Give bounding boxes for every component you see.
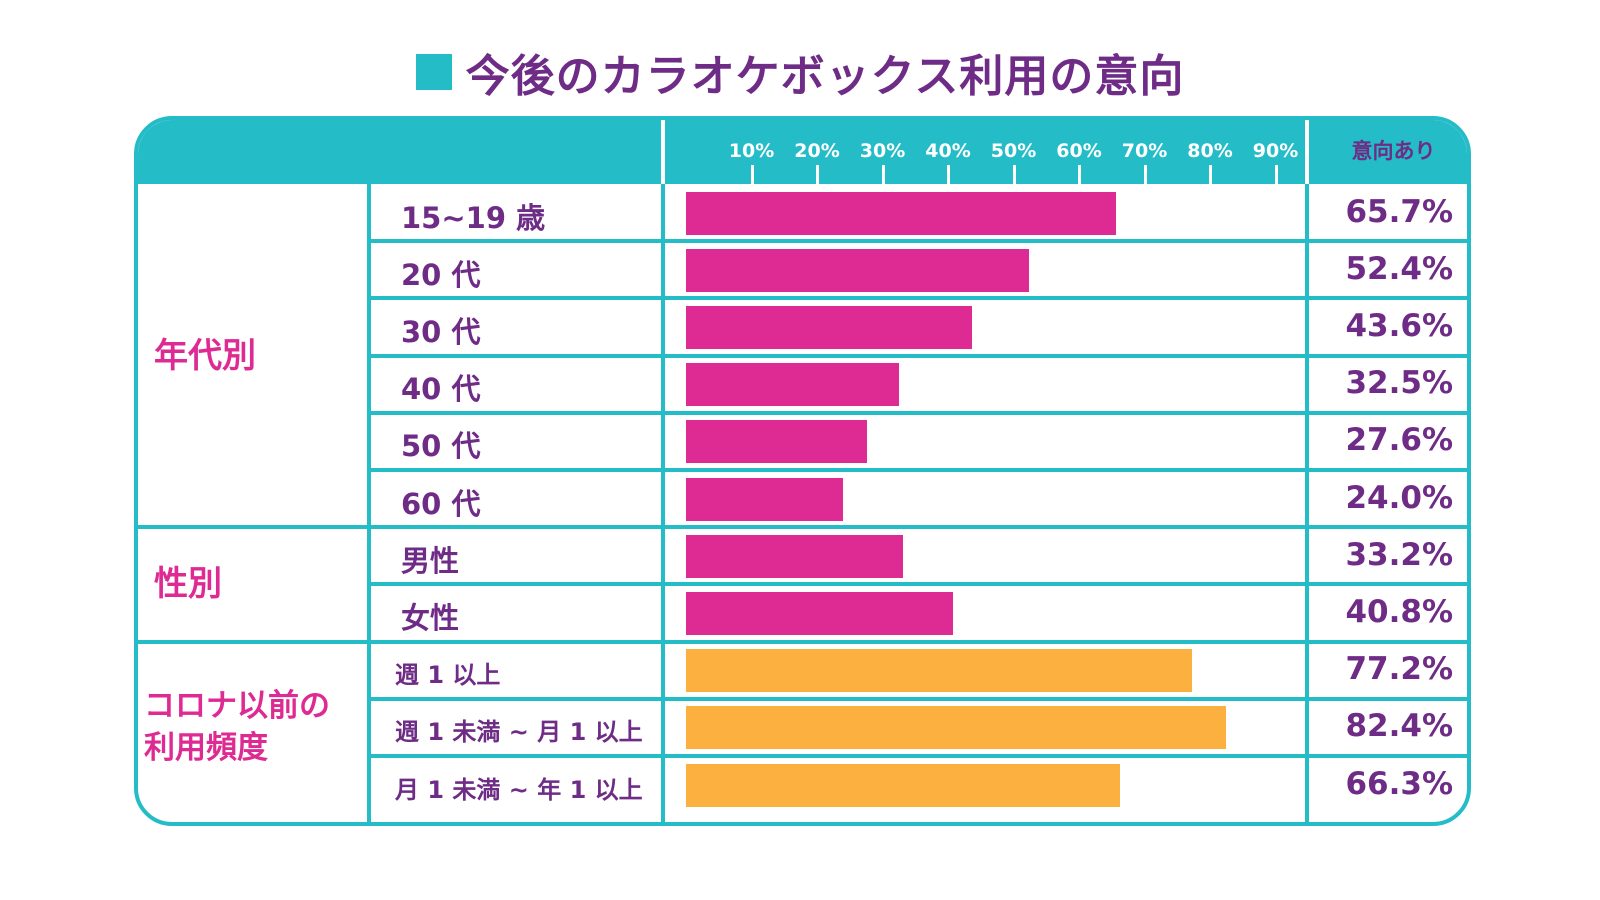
data-bar	[686, 248, 1030, 292]
x-tick-label: 80%	[1187, 140, 1233, 162]
group-label-line: コロナ以前の	[144, 688, 330, 725]
row-separator	[368, 239, 1467, 244]
x-tick-label: 30%	[859, 140, 906, 162]
data-bar	[686, 763, 1121, 807]
group-label: 性別	[154, 564, 222, 605]
row-separator	[368, 410, 1467, 415]
header-separator	[1305, 120, 1309, 184]
row-value: 32.5%	[1345, 365, 1453, 402]
header-separator	[661, 120, 665, 184]
group-separator	[138, 525, 1467, 530]
table-column-divider	[1305, 184, 1309, 822]
table-column-divider	[367, 184, 371, 822]
data-bar	[686, 420, 867, 464]
x-tick-label: 50%	[990, 140, 1037, 162]
row-label: 15~19 歳	[401, 200, 546, 235]
data-bar	[686, 477, 844, 521]
row-label: 20 代	[401, 257, 481, 292]
data-bar	[686, 191, 1117, 235]
row-separator	[368, 754, 1467, 758]
x-tick-label: 10%	[728, 140, 775, 162]
x-tick-mark	[1012, 165, 1016, 184]
row-label: 30 代	[401, 315, 481, 349]
group-label-line: 利用頻度	[144, 730, 268, 767]
x-tick-label: 20%	[794, 140, 840, 162]
chart-title-text: 今後のカラオケボックス利用の意向	[465, 51, 1185, 102]
row-value: 52.4%	[1345, 250, 1453, 287]
chart-title: 今後のカラオケボックス利用の意向	[0, 42, 1600, 102]
row-label: 週 1 以上	[395, 661, 501, 690]
group-label: コロナ以前の 利用頻度	[144, 685, 364, 769]
data-bar	[686, 363, 899, 407]
group-label: 年代別	[154, 335, 256, 376]
x-tick-label: 70%	[1121, 140, 1168, 162]
row-label: 40 代	[401, 372, 481, 407]
row-label: 男性	[401, 543, 460, 578]
x-tick-label: 60%	[1056, 140, 1102, 162]
row-value: 65.7%	[1345, 193, 1453, 230]
row-label: 60 代	[401, 486, 481, 521]
row-separator	[368, 296, 1467, 301]
x-tick-mark	[947, 165, 950, 184]
x-tick-label: 40%	[925, 140, 971, 162]
x-tick-label: 90%	[1252, 140, 1299, 162]
row-value: 40.8%	[1345, 594, 1453, 630]
row-value: 66.3%	[1345, 765, 1453, 802]
row-value: 77.2%	[1345, 651, 1453, 688]
x-tick-mark	[881, 165, 885, 184]
row-value: 33.2%	[1345, 536, 1453, 573]
group-separator	[138, 639, 1467, 644]
row-label: 週 1 未満 ~ 月 1 以上	[395, 718, 643, 747]
x-tick-mark	[750, 165, 754, 184]
table-header: 意向あり 10% 20% 30% 40% 50% 60% 70% 80% 90%	[138, 120, 1467, 184]
row-label: 女性	[401, 601, 460, 635]
row-separator	[368, 696, 1467, 701]
table-column-divider	[661, 184, 665, 822]
title-square-icon	[415, 54, 452, 90]
row-value: 27.6%	[1345, 422, 1453, 459]
data-bar	[686, 534, 904, 578]
x-tick-mark	[1143, 165, 1147, 184]
row-value: 24.0%	[1345, 479, 1453, 516]
row-value: 43.6%	[1345, 308, 1453, 344]
data-bar	[686, 306, 972, 349]
x-tick-mark	[1209, 165, 1212, 184]
row-value: 82.4%	[1345, 708, 1453, 745]
data-bar	[686, 706, 1226, 750]
chart-table: 意向あり 10% 20% 30% 40% 50% 60% 70% 80% 90% 15~19 歳…	[134, 116, 1471, 826]
row-separator	[368, 468, 1467, 472]
x-tick-mark	[816, 165, 819, 184]
row-separator	[368, 353, 1467, 358]
data-bar	[686, 592, 954, 635]
x-tick-mark	[1274, 165, 1278, 184]
row-label: 月 1 未満 ~ 年 1 以上	[395, 775, 643, 804]
row-separator	[368, 582, 1467, 587]
data-bar	[686, 649, 1192, 693]
row-label: 50 代	[401, 429, 481, 464]
x-tick-mark	[1078, 165, 1081, 184]
value-column-header: 意向あり	[1351, 139, 1436, 163]
